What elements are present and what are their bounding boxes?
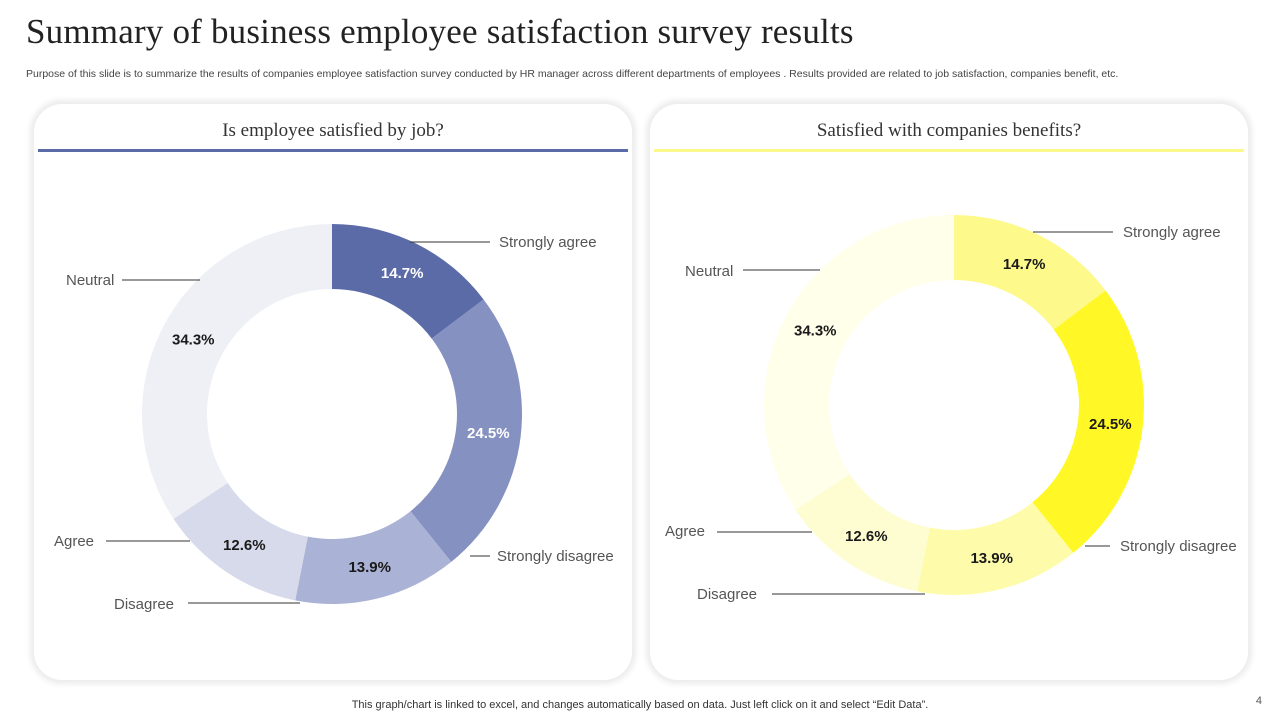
data-label-agree: 12.6% <box>223 537 266 554</box>
title-underline <box>38 149 628 152</box>
legend-label-strongly-agree: Strongly agree <box>1123 224 1221 241</box>
donut-slice-strongly-disagree[interactable] <box>1032 290 1144 553</box>
donut-slice-disagree[interactable] <box>295 511 452 604</box>
legend-label-disagree: Disagree <box>114 596 175 613</box>
donut-slice-agree[interactable] <box>795 473 930 592</box>
data-label-neutral: 34.3% <box>794 322 837 339</box>
data-label-strongly-disagree: 24.5% <box>1089 416 1132 433</box>
chart-title: Satisfied with companies benefits? <box>816 120 1082 141</box>
data-label-neutral: 34.3% <box>172 331 215 348</box>
page-title: Summary of business employee satisfactio… <box>26 12 854 51</box>
legend-label-disagree: Disagree <box>697 586 758 603</box>
legend-label-strongly-disagree: Strongly disagree <box>1120 538 1237 555</box>
donut-slice-strongly-agree[interactable] <box>332 224 484 339</box>
legend-label-agree: Agree <box>665 523 706 540</box>
donut-slice-strongly-disagree[interactable] <box>410 299 522 562</box>
page-number: 4 <box>1255 695 1262 707</box>
legend-label-strongly-agree: Strongly agree <box>499 234 597 251</box>
data-label-strongly-agree: 14.7% <box>381 265 424 282</box>
data-label-disagree: 13.9% <box>970 550 1013 567</box>
donut-slice-disagree[interactable] <box>917 502 1074 596</box>
legend-label-strongly-disagree: Strongly disagree <box>497 548 614 565</box>
title-underline <box>654 149 1244 152</box>
legend-label-agree: Agree <box>54 533 95 550</box>
legend-label-neutral: Neutral <box>685 263 734 280</box>
data-label-strongly-agree: 14.7% <box>1003 256 1046 273</box>
donut-slice-strongly-agree[interactable] <box>954 215 1106 330</box>
legend-label-neutral: Neutral <box>66 272 115 289</box>
donut-slice-neutral[interactable] <box>141 224 332 519</box>
footer-note: This graph/chart is linked to excel, and… <box>351 699 929 711</box>
data-label-disagree: 13.9% <box>348 559 391 576</box>
donut-slice-agree[interactable] <box>173 482 308 601</box>
page-subtitle: Purpose of this slide is to summarize th… <box>26 68 1119 80</box>
donut-slice-neutral[interactable] <box>764 215 954 510</box>
data-label-agree: 12.6% <box>845 528 888 545</box>
data-label-strongly-disagree: 24.5% <box>467 425 510 442</box>
chart-title: Is employee satisfied by job? <box>222 120 444 141</box>
